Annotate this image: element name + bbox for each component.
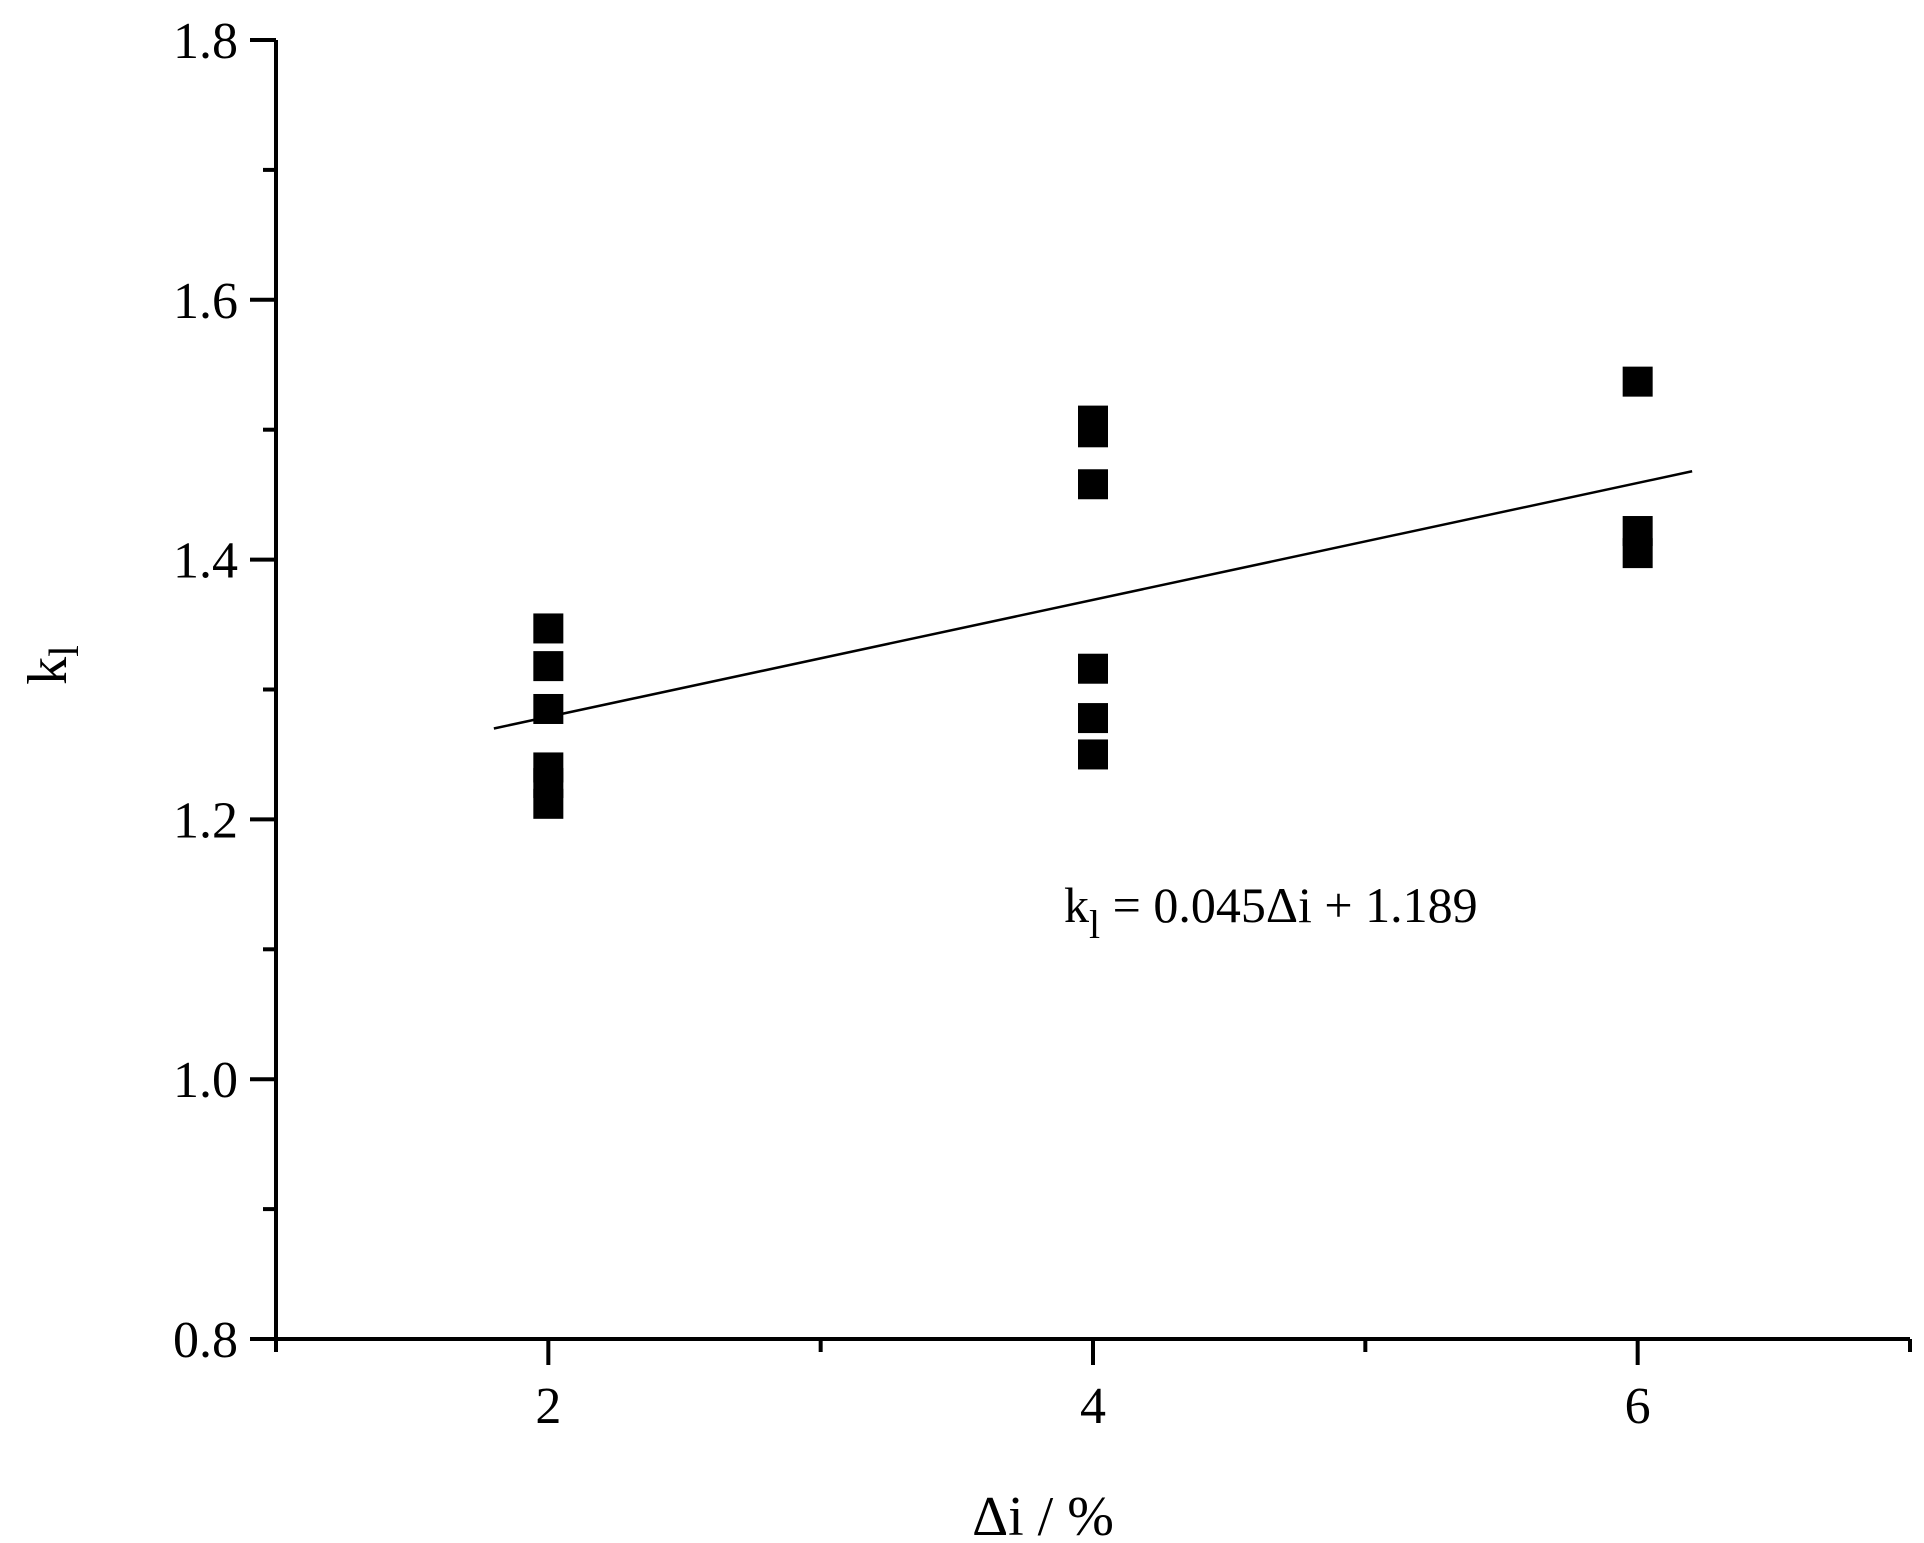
equation-k: k	[1064, 877, 1089, 933]
data-point	[533, 651, 564, 682]
y-tick-label: 1.4	[173, 533, 238, 590]
y-tick-label: 1.0	[173, 1052, 238, 1109]
y-tick-label: 1.8	[173, 13, 238, 70]
data-point	[1622, 366, 1653, 397]
y-tick-label: 0.8	[173, 1312, 238, 1369]
x-tick-label: 4	[1080, 1378, 1106, 1435]
data-point	[533, 788, 564, 819]
x-tick-label: 6	[1625, 1378, 1651, 1435]
y-tick-label: 1.6	[173, 273, 238, 330]
data-point	[1622, 538, 1653, 569]
data-point	[1078, 739, 1108, 770]
data-point	[1078, 417, 1108, 448]
data-points	[533, 366, 1653, 819]
y-tick-label: 1.2	[173, 792, 238, 849]
fit-line-group	[493, 470, 1693, 730]
regression-equation: kl = 0.045Δi + 1.189	[1064, 877, 1478, 947]
equation-rest: = 0.045Δi + 1.189	[1100, 877, 1477, 933]
data-point	[1078, 653, 1108, 684]
x-axis-title: Δi / %	[972, 1486, 1114, 1543]
y-axis-title-main: k	[17, 657, 79, 685]
fit-line	[493, 470, 1693, 730]
data-point	[1078, 703, 1108, 734]
axes	[274, 40, 1910, 1341]
y-axis-title: kl	[17, 645, 88, 685]
data-point	[1078, 469, 1108, 500]
data-point	[533, 613, 564, 644]
data-point	[533, 693, 564, 724]
x-tick-label: 2	[535, 1378, 561, 1435]
y-axis-title-sub: l	[42, 645, 88, 657]
ticks: 0.8 1.0 1.2 1.4 1.6 1.8 2 4 6	[173, 13, 1912, 1435]
equation-sub: l	[1089, 902, 1100, 947]
